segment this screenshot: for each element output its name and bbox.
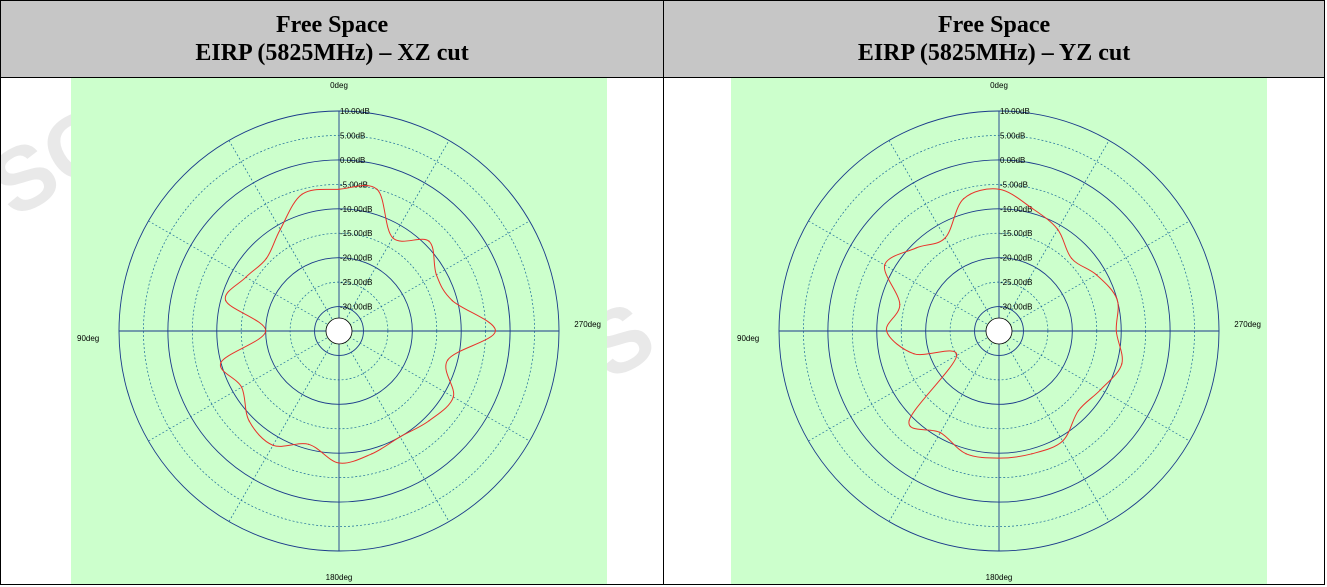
radial-tick-label: 0.00dB — [340, 156, 365, 165]
data-point — [338, 462, 340, 464]
chart-header: Free Space EIRP (5825MHz) – YZ cut — [663, 0, 1325, 78]
data-point — [1031, 207, 1033, 209]
angle-label-right: 270deg — [1234, 320, 1261, 329]
angle-label-bottom: 180deg — [326, 573, 353, 582]
data-point — [998, 188, 1000, 190]
chart-title-line2: EIRP (5825MHz) – YZ cut — [857, 40, 1131, 66]
polar-chart-yz: 10.00dB 5.00dB 0.00dB -5.00dB -10.00dB -15.00… — [731, 78, 1268, 584]
data-point — [308, 443, 310, 445]
chart-title-line2: EIRP (5825MHz) – XZ cut — [195, 40, 469, 66]
data-point — [1057, 228, 1059, 230]
data-point — [1100, 389, 1102, 391]
radial-tick-label: -5.00dB — [340, 180, 368, 189]
data-point — [1115, 330, 1117, 332]
radial-tick-label: -15.00dB — [1000, 229, 1032, 238]
data-point — [248, 420, 250, 422]
data-point — [399, 436, 401, 438]
data-point — [956, 354, 958, 357]
data-point — [452, 396, 454, 398]
chart-title-line1: Free Space — [275, 12, 389, 38]
data-point — [494, 330, 497, 332]
data-point — [435, 274, 437, 276]
data-point — [301, 193, 303, 195]
radial-tick-label: -10.00dB — [1000, 205, 1032, 214]
chart-title-line1: Free Space — [937, 12, 1051, 38]
data-point — [265, 257, 268, 260]
radial-tick-label: 10.00dB — [340, 107, 370, 116]
radial-tick-label: 0.00dB — [1000, 156, 1025, 165]
polar-chart-xz: 10.00dB 5.00dB 0.00dB -5.00dB -10.00dB -15.00… — [71, 78, 607, 584]
data-point — [1116, 298, 1118, 300]
chart-header: Free Space EIRP (5825MHz) – XZ cut — [0, 0, 665, 78]
data-point — [265, 330, 267, 332]
data-point — [338, 188, 340, 190]
plot-cell-xz: 10.00dB 5.00dB 0.00dB -5.00dB -10.00dB -15.00… — [0, 77, 665, 585]
data-point — [371, 453, 373, 455]
data-point — [428, 420, 430, 422]
data-point — [245, 276, 247, 278]
radial-tick-label: 5.00dB — [340, 131, 365, 140]
data-point — [1121, 363, 1123, 365]
radial-tick-label: 10.00dB — [1000, 107, 1030, 116]
data-point — [447, 359, 449, 361]
data-point — [908, 420, 910, 422]
radial-tick-label: 5.00dB — [1000, 131, 1025, 140]
data-point — [899, 303, 901, 306]
radial-tick-label: -25.00dB — [340, 278, 372, 287]
grid-spoke — [148, 220, 530, 442]
radial-tick-label: -5.00dB — [1000, 180, 1028, 189]
radial-tick-label: -20.00dB — [340, 254, 372, 263]
data-point — [1095, 274, 1098, 276]
data-point — [939, 432, 941, 434]
center-hole — [325, 317, 353, 345]
data-point — [392, 237, 394, 239]
data-point — [451, 300, 453, 302]
angle-label-top: 0deg — [330, 81, 348, 90]
radial-tick-label: -30.00dB — [340, 303, 372, 312]
grid-spoke — [888, 140, 1110, 522]
data-point — [965, 453, 967, 455]
radial-tick-label: -20.00dB — [1000, 254, 1032, 263]
data-point — [1031, 453, 1033, 455]
data-point — [376, 188, 378, 190]
grid-spoke — [808, 220, 1190, 442]
radial-tick-label: -15.00dB — [340, 229, 372, 238]
grid-spoke — [228, 140, 450, 522]
data-point — [428, 240, 430, 242]
data-point — [915, 247, 917, 249]
grid-spoke — [148, 220, 530, 442]
grid-spoke — [808, 220, 1190, 442]
data-point — [998, 457, 1000, 459]
angle-label-right: 270deg — [574, 320, 601, 329]
data-point — [272, 444, 274, 446]
data-point — [913, 353, 915, 355]
radial-tick-label: -30.00dB — [1000, 303, 1032, 312]
radial-tick-label: -10.00dB — [340, 205, 372, 214]
radial-tick-label: -25.00dB — [1000, 278, 1032, 287]
center-hole — [985, 317, 1013, 345]
data-point — [884, 264, 886, 266]
data-point — [1077, 409, 1080, 412]
angle-label-left: 90deg — [737, 334, 759, 343]
data-point — [241, 386, 243, 388]
angle-label-top: 0deg — [990, 81, 1008, 90]
data-point — [944, 237, 946, 239]
angle-label-left: 90deg — [77, 334, 99, 343]
data-point — [1071, 257, 1073, 260]
angle-label-bottom: 180deg — [986, 573, 1013, 582]
data-point — [963, 198, 965, 200]
data-point — [279, 228, 281, 230]
plot-cell-yz: 10.00dB 5.00dB 0.00dB -5.00dB -10.00dB -15.00… — [663, 77, 1325, 585]
data-point — [1062, 440, 1064, 442]
data-point — [225, 300, 227, 302]
data-point — [886, 330, 888, 332]
data-point — [220, 362, 222, 364]
